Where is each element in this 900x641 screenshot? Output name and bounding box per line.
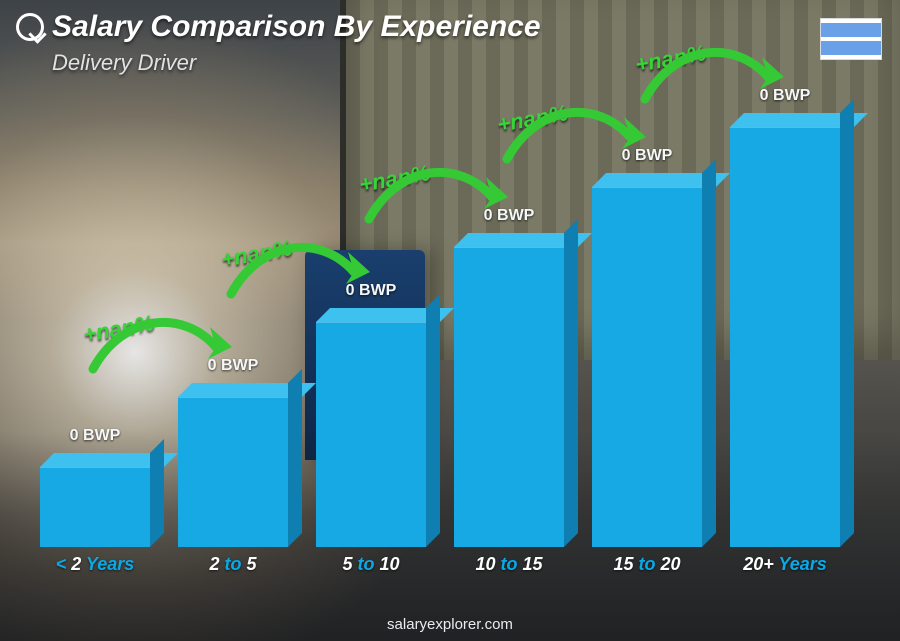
bar-side — [288, 369, 302, 547]
page-title: Salary Comparison By Experience — [52, 10, 541, 44]
bar-side — [840, 99, 854, 547]
bar-front — [40, 467, 150, 547]
bar-chart: 0 BWP0 BWP+nan%0 BWP+nan%0 BWP+nan%0 BWP… — [40, 100, 840, 571]
category-label: 15 to 20 — [592, 554, 702, 575]
bar — [40, 467, 150, 547]
bar-side — [702, 159, 716, 547]
bar-side — [426, 294, 440, 547]
bar-value-label: 0 BWP — [760, 87, 811, 105]
bar-front — [178, 397, 288, 547]
delta-label: +nan% — [357, 160, 432, 198]
bar — [730, 127, 840, 547]
magnifier-icon — [16, 13, 44, 41]
footer-link: salaryexplorer.com — [0, 616, 900, 633]
bar-front — [316, 322, 426, 547]
bars-container: 0 BWP0 BWP+nan%0 BWP+nan%0 BWP+nan%0 BWP… — [40, 100, 840, 547]
bar-value-label: 0 BWP — [208, 357, 259, 375]
bar — [178, 397, 288, 547]
flag-stripe — [821, 23, 881, 37]
delta-label: +nan% — [81, 310, 156, 348]
bar-slot: 0 BWP+nan% — [592, 187, 702, 547]
delta-label: +nan% — [495, 100, 570, 138]
bar — [316, 322, 426, 547]
bar-value-label: 0 BWP — [70, 427, 121, 445]
delta-label: +nan% — [219, 235, 294, 273]
bar-front — [454, 247, 564, 547]
bar-front — [730, 127, 840, 547]
infographic-stage: Salary Comparison By Experience Delivery… — [0, 0, 900, 641]
category-labels: < 2 Years 2 to 5 5 to 10 10 to 15 15 to 20 20… — [40, 554, 840, 575]
category-label: < 2 Years — [40, 554, 150, 575]
bar-front — [592, 187, 702, 547]
bar-side — [564, 219, 578, 547]
category-label: 20+ Years — [730, 554, 840, 575]
bar-value-label: 0 BWP — [346, 282, 397, 300]
flag-botswana — [820, 18, 882, 60]
logo: Salary Comparison By Experience — [16, 10, 541, 44]
bar-slot: 0 BWP+nan% — [178, 397, 288, 547]
flag-stripe — [821, 41, 881, 55]
bar-value-label: 0 BWP — [622, 147, 673, 165]
bar — [454, 247, 564, 547]
bar-slot: 0 BWP+nan% — [454, 247, 564, 547]
bar-side — [150, 439, 164, 547]
bar-slot: 0 BWP+nan% — [316, 322, 426, 547]
bar-slot: 0 BWP+nan% — [730, 127, 840, 547]
bar-value-label: 0 BWP — [484, 207, 535, 225]
category-label: 2 to 5 — [178, 554, 288, 575]
category-label: 10 to 15 — [454, 554, 564, 575]
page-subtitle: Delivery Driver — [52, 50, 196, 76]
bar — [592, 187, 702, 547]
category-label: 5 to 10 — [316, 554, 426, 575]
bar-slot: 0 BWP — [40, 467, 150, 547]
